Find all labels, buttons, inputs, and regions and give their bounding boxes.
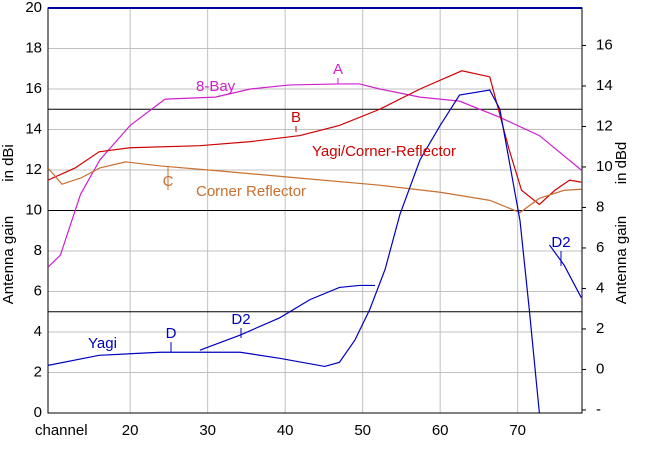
x-tick-label: 40 bbox=[277, 422, 294, 439]
annotation: B bbox=[291, 109, 301, 126]
x-axis-label: channel bbox=[35, 422, 88, 439]
y-axis-label: Antenna gain bbox=[0, 216, 17, 304]
y2-tick-label: 16 bbox=[596, 36, 613, 53]
annotation: D bbox=[166, 325, 177, 342]
y-tick-label: 20 bbox=[25, 0, 42, 16]
annotation: A bbox=[333, 61, 343, 78]
y-axis-unit: in dBi bbox=[0, 144, 17, 182]
y-tick-label: 18 bbox=[25, 39, 42, 56]
series-line bbox=[48, 89, 540, 414]
y2-tick-label: 8 bbox=[596, 198, 604, 215]
y-tick-label: 4 bbox=[34, 323, 42, 340]
series-name: Yagi/Corner-Reflector bbox=[312, 143, 456, 160]
y-tick-label: 6 bbox=[34, 282, 42, 299]
y2-tick-label: - bbox=[596, 401, 601, 418]
y2-tick-label: 4 bbox=[596, 279, 604, 296]
series-line bbox=[48, 70, 582, 206]
x-tick-label: 70 bbox=[509, 422, 526, 439]
series-line bbox=[199, 244, 582, 351]
y2-axis-label: Antenna gain bbox=[613, 216, 630, 304]
y-tick-label: 16 bbox=[25, 80, 42, 97]
series-name: 8-Bay bbox=[196, 78, 236, 95]
y2-tick-label: 12 bbox=[596, 117, 613, 134]
annotation: D2 bbox=[231, 311, 250, 328]
y2-tick-label: 0 bbox=[596, 360, 604, 377]
x-tick-label: 20 bbox=[122, 422, 139, 439]
y-tick-label: 14 bbox=[25, 120, 42, 137]
x-tick-label: 50 bbox=[354, 422, 371, 439]
y2-axis-unit: in dBd bbox=[613, 142, 630, 185]
y-tick-label: 10 bbox=[25, 201, 42, 218]
y2-tick-label: 2 bbox=[596, 320, 604, 337]
y2-tick-label: 14 bbox=[596, 77, 613, 94]
x-tick-label: 60 bbox=[432, 422, 449, 439]
y-tick-label: 12 bbox=[25, 161, 42, 178]
y2-tick-label: 6 bbox=[596, 239, 604, 256]
annotation: D2 bbox=[551, 234, 570, 251]
series-name: Corner Reflector bbox=[196, 183, 306, 200]
series-line bbox=[48, 161, 582, 214]
series-name: Yagi bbox=[88, 335, 117, 352]
y-tick-label: 0 bbox=[34, 404, 42, 421]
y2-tick-label: 10 bbox=[596, 158, 613, 175]
y-tick-label: 8 bbox=[34, 242, 42, 259]
y-tick-label: 2 bbox=[34, 363, 42, 380]
x-tick-label: 30 bbox=[199, 422, 216, 439]
